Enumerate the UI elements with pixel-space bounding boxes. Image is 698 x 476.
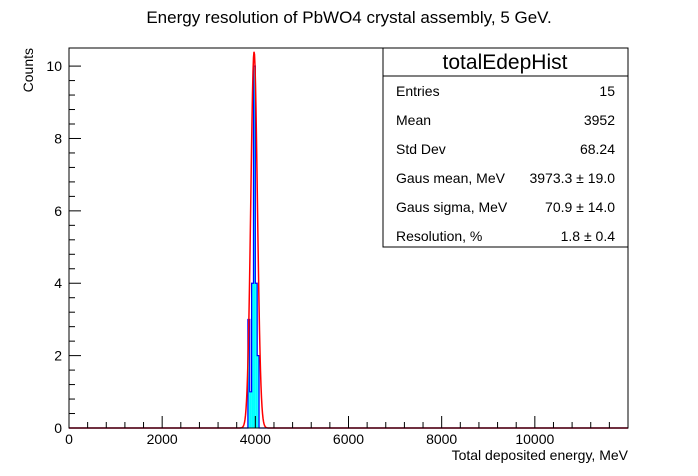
y-tick-label: 0 (54, 420, 62, 436)
stats-row-label: Gaus mean, MeV (396, 170, 506, 186)
y-tick-label: 10 (46, 58, 62, 74)
y-axis-label: Counts (20, 48, 36, 92)
stats-row-value: 70.9 ± 14.0 (545, 199, 615, 215)
stats-rows: Entries 15 Mean 3952 Std Dev 68.24 Gaus mean, … (396, 83, 615, 244)
y-tick-label: 8 (54, 130, 62, 146)
x-tick-label: 6000 (333, 431, 364, 447)
chart-title: Energy resolution of PbWO4 crystal assem… (146, 8, 551, 27)
x-tick-label: 0 (65, 431, 73, 447)
x-tick-label: 4000 (240, 431, 271, 447)
x-tick-label: 8000 (426, 431, 457, 447)
stats-row-value: 15 (599, 83, 615, 99)
stats-row-label: Entries (396, 83, 440, 99)
histogram-bar-5 (253, 66, 256, 428)
y-axis: 0 2 4 6 8 10 (46, 58, 81, 436)
histogram-bar-7 (257, 355, 260, 428)
stats-row-label: Resolution, % (396, 228, 482, 244)
y-tick-label: 6 (54, 203, 62, 219)
x-axis: 0 2000 4000 6000 8000 10000 (65, 416, 629, 447)
stats-row-value: 3973.3 ± 19.0 (529, 170, 615, 186)
stats-row-label: Gaus sigma, MeV (396, 199, 508, 215)
x-tick-label: 2000 (147, 431, 178, 447)
y-tick-label: 4 (54, 275, 62, 291)
stats-row-label: Std Dev (396, 141, 446, 157)
stats-row-value: 1.8 ± 0.4 (561, 228, 616, 244)
histogram-bar-4 (251, 283, 254, 428)
stats-row-label: Mean (396, 112, 431, 128)
stats-row-value: 3952 (584, 112, 615, 128)
x-tick-label: 10000 (515, 431, 554, 447)
x-axis-label: Total deposited energy, MeV (452, 447, 629, 463)
histogram-bar-6 (255, 283, 258, 428)
stats-box-title: totalEdepHist (443, 51, 568, 74)
y-tick-label: 2 (54, 348, 62, 364)
histogram-bar-3 (249, 391, 252, 428)
histogram-bar-2 (247, 319, 250, 428)
stats-box: totalEdepHist Entries 15 Mean 3952 Std Dev 68… (382, 47, 629, 248)
stats-row-value: 68.24 (580, 141, 615, 157)
stats-box-frame (382, 47, 629, 248)
